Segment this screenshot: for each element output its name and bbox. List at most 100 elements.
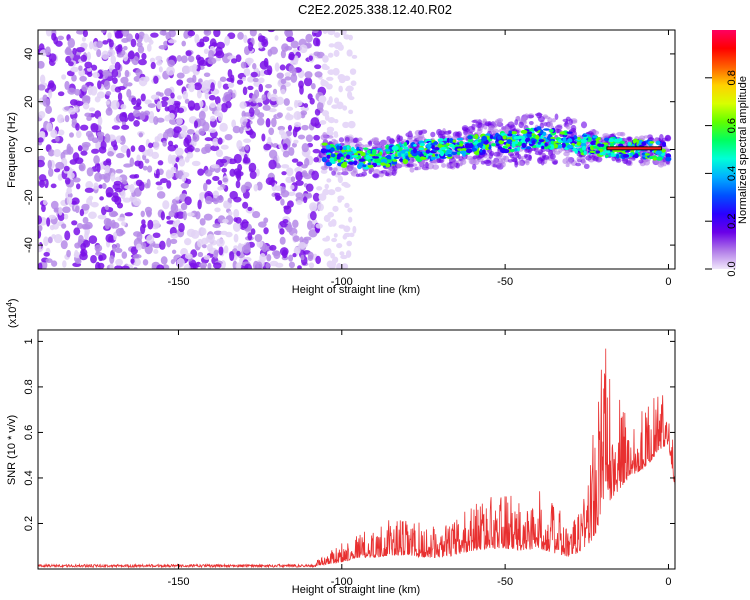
noise-cell	[216, 238, 225, 247]
noise-cell	[327, 189, 336, 196]
noise-cell	[189, 106, 195, 111]
noise-cell	[307, 251, 314, 260]
band-cell	[595, 150, 601, 154]
noise-cell	[110, 99, 120, 110]
noise-cell	[174, 147, 184, 157]
noise-cell	[235, 180, 241, 189]
noise-cell	[38, 137, 44, 143]
noise-cell	[315, 255, 321, 265]
band-cell	[471, 119, 478, 123]
noise-cell	[180, 55, 188, 64]
noise-cell	[223, 91, 232, 102]
band-cell	[476, 156, 482, 160]
noise-cell	[241, 76, 247, 82]
noise-cell	[132, 254, 142, 259]
noise-cell	[337, 175, 343, 184]
noise-cell	[227, 32, 236, 40]
band-cell	[321, 156, 327, 163]
noise-cell	[110, 211, 119, 217]
noise-cell	[280, 78, 287, 85]
band-cell	[627, 141, 632, 146]
band-cell	[328, 166, 333, 171]
noise-cell	[343, 34, 351, 40]
band-cell	[552, 160, 558, 165]
noise-cell	[246, 121, 251, 129]
snr-plot-area	[38, 330, 675, 569]
band-cell	[501, 161, 506, 168]
noise-cell	[213, 249, 219, 259]
noise-cell	[53, 148, 61, 158]
band-cell	[527, 131, 533, 135]
band-cell	[367, 164, 374, 168]
noise-cell	[78, 234, 84, 244]
noise-cell	[80, 249, 85, 257]
noise-cell	[176, 257, 185, 268]
band-cell	[414, 166, 422, 171]
noise-cell	[208, 94, 216, 101]
spectrogram-panel: -150 -100 -50 0 -40 -20 0 20 40 Height of straig…	[6, 29, 676, 296]
noise-cell	[284, 30, 293, 37]
noise-cell	[84, 231, 89, 240]
noise-cell	[193, 82, 202, 91]
band-cell	[358, 158, 366, 162]
noise-cell	[288, 51, 295, 60]
band-cell	[403, 141, 408, 147]
noise-cell	[282, 219, 289, 224]
noise-cell	[301, 124, 309, 131]
band-cell	[380, 162, 386, 166]
noise-cell	[126, 88, 132, 98]
noise-cell	[312, 148, 321, 154]
noise-cell	[203, 255, 211, 260]
band-cell	[554, 124, 563, 131]
band-cell	[500, 148, 507, 154]
noise-cell	[107, 151, 115, 157]
band-cell	[380, 158, 388, 164]
band-cell	[607, 138, 615, 143]
band-cell	[507, 133, 513, 137]
noise-cell	[82, 102, 90, 110]
band-cell	[510, 133, 517, 137]
noise-cell	[288, 254, 294, 262]
noise-cell	[243, 112, 251, 117]
noise-cell	[127, 50, 135, 60]
noise-cell	[320, 79, 328, 87]
noise-cell	[300, 254, 305, 261]
noise-cell	[194, 33, 200, 44]
band-cell	[549, 153, 556, 160]
band-cell	[443, 140, 448, 144]
band-cell	[475, 121, 483, 129]
band-cell	[365, 156, 369, 160]
noise-cell	[188, 82, 195, 93]
noise-cell	[338, 85, 343, 93]
noise-cell	[45, 258, 53, 264]
band-cell	[487, 121, 492, 126]
band-cell	[339, 145, 343, 151]
noise-cell	[153, 140, 160, 151]
noise-cell	[287, 124, 293, 132]
band-cell	[585, 155, 592, 161]
band-cell	[664, 134, 672, 142]
noise-cell	[120, 135, 126, 142]
noise-cell	[270, 177, 275, 187]
snr-panel: -150 -100 -50 0 0.2 0.4 0.6 0.8 1 Height of stra…	[5, 298, 676, 596]
noise-cell	[267, 30, 275, 33]
band-cell	[489, 134, 494, 140]
noise-cell	[75, 130, 82, 139]
noise-cell	[276, 96, 285, 106]
noise-cell	[221, 53, 231, 64]
noise-cell	[122, 45, 128, 51]
noise-cell	[313, 157, 320, 163]
noise-cell	[244, 263, 252, 269]
noise-cell	[132, 109, 141, 118]
noise-cell	[184, 134, 192, 145]
band-cell	[425, 149, 431, 154]
noise-cell	[252, 260, 259, 269]
noise-cell	[236, 140, 243, 150]
noise-cell	[263, 227, 269, 235]
band-cell	[633, 153, 639, 159]
noise-cell	[315, 38, 321, 47]
noise-cell	[104, 205, 109, 211]
band-cell	[327, 135, 334, 139]
band-cell	[432, 164, 440, 170]
noise-cell	[134, 32, 140, 40]
